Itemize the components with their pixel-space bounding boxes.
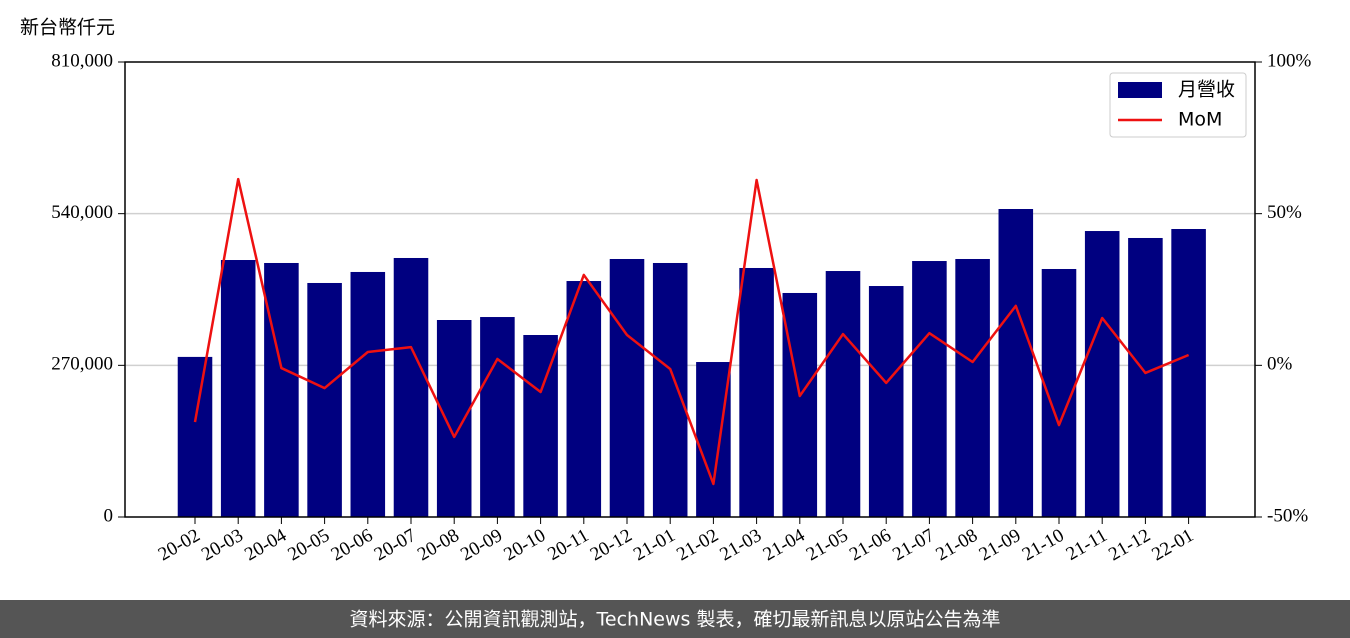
x-tick-label: 21-11 (1063, 525, 1111, 565)
x-tick-label: 21-06 (846, 525, 895, 565)
x-tick-label: 20-10 (500, 525, 549, 565)
bar (912, 261, 947, 517)
footer-bar (0, 600, 1350, 638)
footer-text: 資料來源：公開資訊觀測站，TechNews 製表，確切最新訊息以原站公告為準 (350, 609, 1001, 631)
x-tick-label: 20-11 (544, 525, 592, 565)
x-tick-label: 21-02 (673, 525, 722, 565)
bar (480, 317, 515, 517)
bar (825, 271, 861, 517)
bar (220, 260, 256, 517)
bar (264, 262, 299, 517)
y2-tick-label: 0% (1267, 354, 1293, 375)
x-tick-label: 20-12 (587, 525, 636, 565)
x-tick-label: 20-02 (155, 525, 204, 565)
x-tick-label: 21-12 (1105, 525, 1154, 565)
x-tick-label: 21-10 (1019, 525, 1068, 565)
y-tick-label: 540,000 (51, 202, 113, 223)
x-tick-label: 21-05 (803, 525, 852, 565)
bar (393, 257, 429, 517)
bar (350, 271, 386, 517)
bar (1128, 237, 1163, 517)
legend-label: MoM (1178, 109, 1222, 131)
bar (566, 281, 602, 517)
x-tick-label: 22-01 (1148, 525, 1197, 565)
bar (696, 362, 731, 517)
y-tick-label: 270,000 (51, 354, 113, 375)
bar (868, 286, 904, 517)
bar (177, 356, 213, 517)
bar (739, 267, 774, 517)
bar (782, 292, 818, 517)
bar (523, 335, 558, 517)
y2-tick-label: 100% (1267, 50, 1312, 71)
bar (307, 282, 342, 517)
x-tick-label: 20-05 (284, 525, 333, 565)
y-tick-label: 0 (104, 505, 114, 526)
bar (436, 320, 472, 517)
y-axis-unit: 新台幣仟元 (20, 17, 115, 39)
x-tick-label: 21-08 (932, 525, 981, 565)
x-tick-label: 21-04 (760, 525, 809, 566)
bar (652, 262, 688, 517)
bar (609, 258, 645, 517)
x-tick-label: 20-04 (241, 525, 290, 566)
x-tick-label: 20-06 (328, 525, 377, 565)
line (193, 177, 1190, 486)
y2-tick-label: -50% (1267, 505, 1308, 526)
x-tick-label: 21-07 (889, 525, 938, 565)
y2-tick-label: 50% (1267, 202, 1302, 223)
plot-frame (124, 61, 1256, 518)
legend-label: 月營收 (1178, 79, 1235, 101)
bar (998, 209, 1034, 517)
legend-swatch (1118, 82, 1162, 98)
bar (1084, 231, 1120, 517)
x-tick-label: 20-09 (457, 525, 506, 565)
x-tick-label: 21-09 (976, 525, 1025, 565)
y-tick-label: 810,000 (51, 50, 113, 71)
x-tick-label: 21-03 (716, 525, 765, 565)
bar (955, 258, 990, 517)
x-tick-label: 20-08 (414, 525, 463, 565)
x-tick-label: 20-03 (198, 525, 247, 565)
x-tick-label: 21-01 (630, 525, 679, 565)
x-tick-label: 20-07 (371, 525, 420, 565)
bar (1171, 229, 1206, 518)
